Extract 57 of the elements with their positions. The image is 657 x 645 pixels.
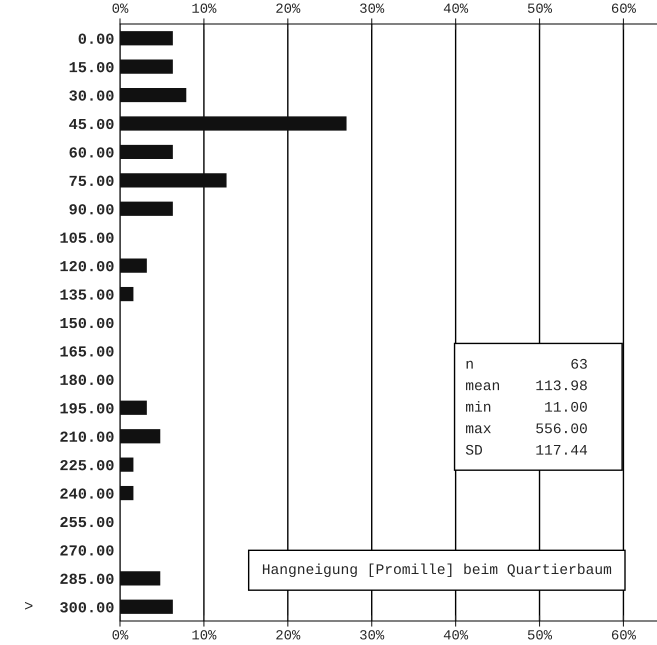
bar (120, 202, 173, 216)
bar (120, 600, 173, 614)
bar (120, 429, 160, 444)
bar (120, 88, 186, 102)
x-tick-label: 30% (360, 630, 384, 640)
y-tick-label: 135.00 (60, 289, 114, 300)
y-tick-label: 75.00 (70, 176, 114, 186)
y-tick-label: 300.00 (60, 602, 114, 612)
bar (120, 571, 160, 586)
y-tick-label: 15.00 (70, 62, 114, 72)
bar (120, 31, 173, 46)
y-tick-label: 30.00 (69, 90, 114, 101)
x2-tick-label: 20% (276, 3, 300, 13)
x2-tick-label: 30% (360, 3, 384, 13)
y-tick-label: 45.00 (69, 118, 114, 130)
bar (120, 116, 347, 131)
x2-tick-label: 50% (528, 3, 552, 13)
y-tick-label: 195.00 (60, 403, 114, 414)
x-tick-label: 40% (444, 630, 468, 640)
y-tick-label: 0.00 (78, 34, 114, 44)
x2-tick-label: 60% (612, 3, 636, 13)
y-tick-label: 210.00 (60, 432, 114, 442)
annotation: SD 117.44 (466, 444, 588, 455)
y-tick-label: 105.00 (60, 232, 114, 243)
bar (120, 400, 147, 415)
bar (120, 286, 134, 302)
y-tick-label: 165.00 (60, 346, 114, 357)
y-tick-label: 180.00 (60, 374, 114, 386)
bar (120, 60, 173, 74)
x-tick-label: 20% (276, 630, 300, 640)
y-tick-label: 90.00 (69, 204, 114, 214)
annotation: min 11.00 (466, 401, 587, 412)
annotation: n 63 (466, 358, 587, 369)
bar (120, 173, 227, 188)
y-tick-label: 270.00 (60, 545, 114, 556)
bar (120, 458, 134, 472)
x-tick-label: 50% (528, 630, 552, 640)
bar (120, 486, 134, 500)
y-tick-label: 225.00 (60, 460, 114, 470)
y-tick-label: 120.00 (60, 260, 114, 272)
y-tick-label: 285.00 (60, 574, 114, 584)
x2-tick-label: 0% (112, 3, 128, 13)
x-tick-label: 10% (192, 630, 216, 640)
annotation: max 556.00 (466, 423, 587, 434)
text: > (24, 602, 32, 610)
x-tick-label: 60% (612, 630, 636, 640)
x-tick-label: 0% (112, 630, 128, 640)
bar (120, 258, 147, 273)
annotation: mean 113.98 (466, 380, 587, 390)
bar (120, 144, 173, 160)
x2-tick-label: 40% (444, 3, 468, 13)
x2-tick-label: 10% (192, 3, 216, 13)
y-tick-label: 255.00 (60, 516, 114, 528)
y-tick-label: 150.00 (60, 318, 114, 328)
y-tick-label: 60.00 (70, 147, 114, 158)
y-tick-label: 240.00 (60, 488, 114, 499)
text: Hangneigung [Promille] beim Quartierbaum (262, 563, 612, 578)
